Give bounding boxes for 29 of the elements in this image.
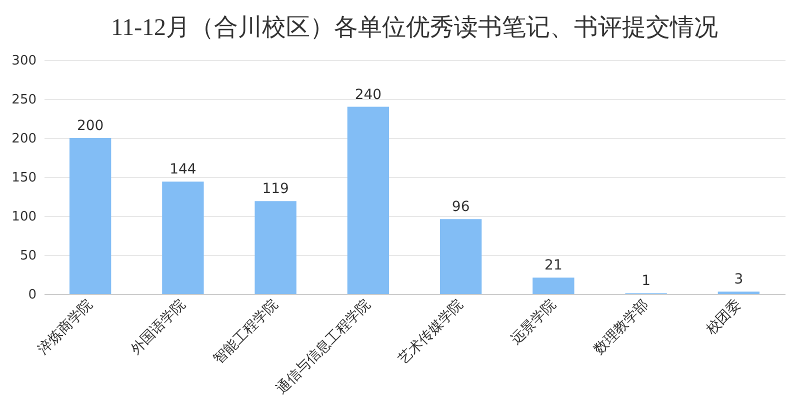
x-tick-label: 智能工程学院 [210,296,282,368]
x-tick-label: 艺术传媒学院 [396,296,466,368]
bar [162,182,204,294]
data-label: 21 [544,258,562,274]
data-label: 200 [76,118,104,134]
x-tick-label: 外国语学院 [128,296,189,358]
data-label: 119 [262,181,289,198]
data-label: 144 [170,162,196,178]
data-label: 96 [452,199,470,216]
x-tick-label: 淬炼商学院 [35,296,96,358]
y-tick-label: 300 [12,54,36,68]
bar [532,278,574,294]
x-tick-label: 数理教学部 [590,296,652,358]
data-label: 1 [642,273,651,290]
x-tick-label: 远景学院 [508,296,560,348]
x-tick-label: 校团委 [702,296,744,339]
bar [69,138,112,294]
chart-title: 11-12月（合川校区）各单位优秀读书笔记、书评提交情况 [110,14,718,41]
bar [347,106,390,294]
y-tick-label: 50 [20,248,36,264]
y-tick-label: 150 [12,170,36,186]
y-tick-label: 200 [12,132,36,146]
data-label: 3 [734,272,744,288]
data-label: 240 [354,86,382,103]
y-tick-label: 250 [12,92,36,108]
bar [254,201,296,294]
bar [440,219,482,294]
y-tick-label: 100 [12,210,36,224]
y-tick-label: 0 [28,288,36,302]
